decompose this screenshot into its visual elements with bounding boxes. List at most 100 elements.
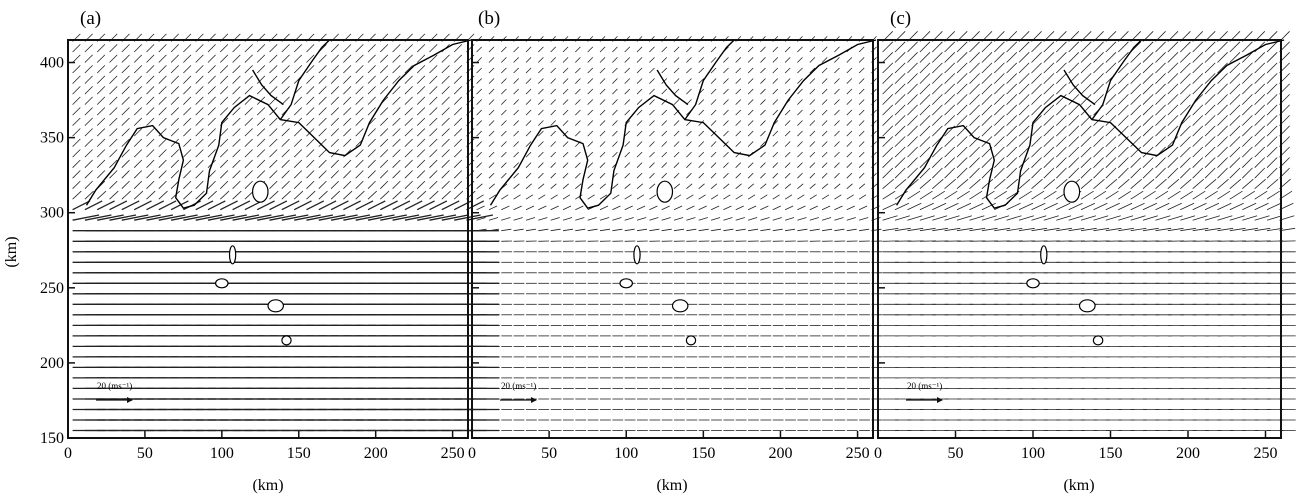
wind-vector-c-879: [1142, 146, 1154, 158]
wind-vector-c-829: [932, 157, 943, 168]
wind-vector-c-1050: [1217, 94, 1228, 105]
wind-vector-a-675: [257, 214, 284, 221]
wind-vector-c-994: [932, 104, 943, 116]
wind-vector-c-688: [1229, 215, 1245, 221]
wind-vector-a-1098: [183, 75, 192, 84]
wind-vector-a-693: [72, 200, 91, 211]
coast-inner-c: [1063, 69, 1096, 106]
wind-vector-c-1073: [1093, 83, 1104, 95]
wind-vector-a-900: [183, 138, 192, 147]
wind-vector-a-931: [158, 128, 167, 137]
wind-vector-a-1194: [146, 44, 155, 53]
wind-vector-c-1047: [1180, 94, 1191, 105]
wind-vector-b-1076: [723, 88, 729, 95]
wind-vector-b-1134: [624, 67, 631, 74]
wind-vector-a-699: [146, 200, 165, 211]
wind-vector-a-932: [170, 128, 179, 137]
wind-vector-b-665: [538, 217, 548, 221]
wind-vector-b-998: [575, 109, 581, 116]
wind-vector-a-1093: [121, 75, 130, 84]
wind-vector-b-688: [821, 217, 832, 221]
wind-vector-a-1140: [293, 65, 303, 74]
wind-vector-b-816: [772, 172, 779, 179]
wind-vector-b-628: [488, 228, 499, 232]
wind-vector-a-668: [170, 214, 198, 221]
wind-vector-b-1067: [612, 88, 618, 95]
wind-vector-a-925: [84, 128, 93, 137]
wind-vector-c-1005: [1068, 104, 1080, 116]
wind-vector-b-1077: [735, 88, 742, 95]
wind-vector-a-797: [133, 170, 143, 179]
wind-vector-a-1032: [183, 96, 192, 105]
wind-vector-c-1016: [1204, 104, 1216, 116]
wind-vector-c-1049: [1204, 94, 1216, 105]
wind-vector-a-843: [293, 159, 303, 168]
wind-vector-c-760: [894, 178, 907, 190]
wind-vector-b-772: [636, 183, 644, 190]
wind-vector-b-793: [488, 172, 495, 179]
wind-vector-b-887: [834, 151, 840, 158]
wind-vector-b-808: [673, 172, 680, 179]
wind-vector-a-1089: [72, 75, 81, 84]
wind-vector-a-841: [269, 159, 278, 168]
wind-vector-b-908: [686, 141, 692, 147]
wind-vector-a-766: [158, 180, 167, 189]
wind-vector-b-635: [575, 228, 586, 232]
wind-vector-c-664: [932, 215, 948, 221]
wind-vector-b-843: [698, 162, 705, 168]
wind-vector-b-695: [501, 205, 510, 211]
wind-vector-b-990: [476, 109, 482, 116]
wind-vector-b-649: [748, 228, 759, 232]
wind-vector-b-742: [673, 194, 682, 200]
wind-vector-a-1147: [380, 65, 389, 74]
wind-vector-b-694: [488, 205, 498, 211]
wind-vector-a-666: [146, 214, 174, 221]
wind-vector-a-802: [195, 170, 204, 179]
wind-vector-c-1046: [1167, 94, 1179, 105]
wind-vector-a-919: [416, 138, 426, 147]
wind-vector-c-665: [944, 215, 960, 221]
wind-vector-c-716: [1167, 202, 1182, 211]
wind-vector-b-798: [550, 172, 556, 179]
wind-vector-b-1150: [821, 67, 828, 74]
wind-vector-b-1161: [550, 57, 556, 63]
wind-vector-a-1026: [109, 96, 118, 105]
wind-vector-b-930: [550, 130, 556, 137]
wind-vector-c-1201: [1043, 41, 1055, 53]
wind-vector-b-781: [747, 183, 755, 190]
wind-vector-c-886: [1229, 146, 1241, 158]
wind-vector-b-830: [538, 162, 544, 168]
wind-vector-a-687: [404, 214, 432, 221]
wind-vector-c-1213: [1192, 41, 1204, 53]
wind-vector-a-698: [133, 200, 152, 211]
wind-vector-b-1010: [723, 109, 729, 116]
ticks-c: 0 50 100 150 200 250: [874, 61, 1278, 462]
wind-vector-b-727: [488, 194, 497, 200]
wind-vector-b-1178: [760, 57, 766, 63]
wind-vector-c-742: [1080, 190, 1094, 200]
wind-vector-c-695: [907, 202, 922, 211]
wind-vector-a-1146: [367, 65, 376, 74]
wind-vector-c-1099: [1006, 73, 1018, 84]
reference-vector-label-a: 20 (ms⁻¹): [97, 381, 132, 391]
wind-vector-a-787: [416, 180, 426, 189]
x-tick-label-c-4: 200: [1176, 445, 1200, 462]
wind-vector-c-1070: [1056, 83, 1067, 95]
wind-vector-a-676: [269, 214, 297, 221]
wind-vector-c-768: [994, 178, 1006, 190]
vector-arrows-a: [72, 33, 499, 432]
wind-vector-a-1167: [220, 54, 229, 63]
wind-vector-b-860: [501, 151, 507, 158]
wind-vector-c-795: [919, 167, 931, 179]
wind-vector-c-1189: [894, 41, 906, 53]
wind-vector-c-654: [1217, 227, 1234, 232]
wind-vector-a-1173: [293, 54, 303, 63]
wind-vector-a-1075: [306, 86, 315, 95]
wind-vector-c-1155: [882, 52, 894, 63]
wind-vector-b-863: [538, 151, 544, 158]
wind-vector-c-889: [1266, 146, 1278, 158]
wind-vector-a-1178: [355, 54, 364, 63]
wind-vector-c-1035: [1031, 94, 1042, 105]
wind-vector-b-650: [760, 228, 771, 232]
wind-vector-b-776: [686, 183, 693, 190]
